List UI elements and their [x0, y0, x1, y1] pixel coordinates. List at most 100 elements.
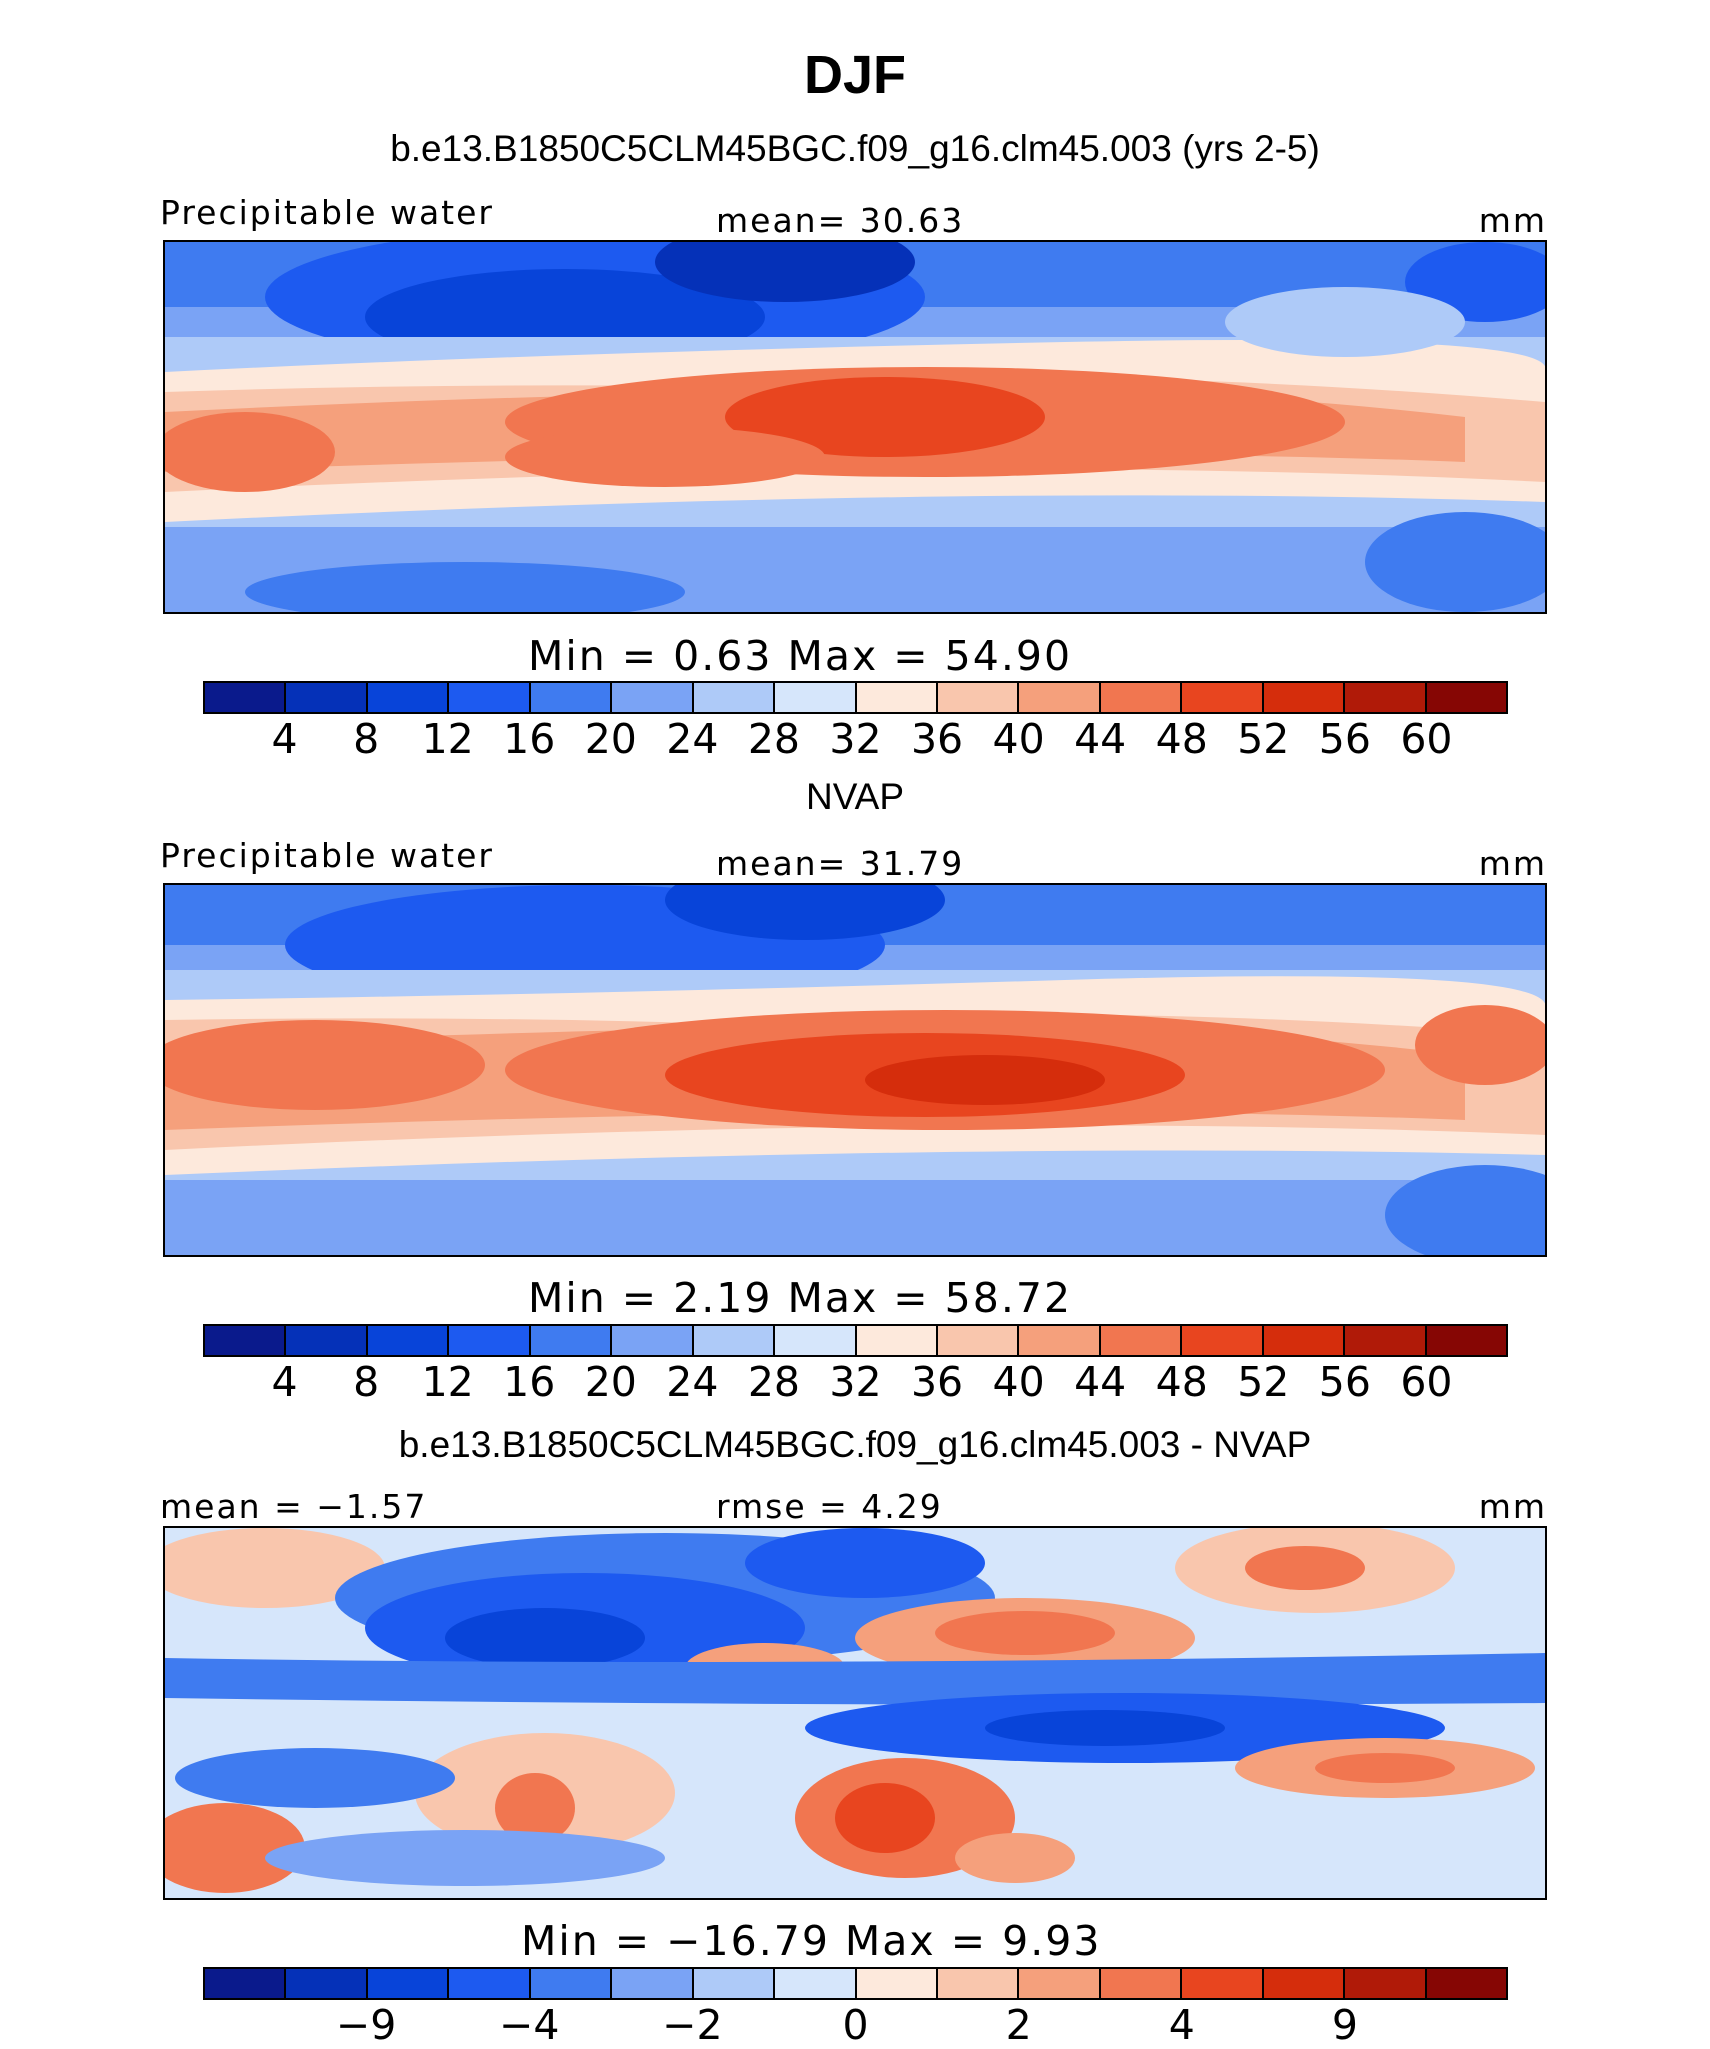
colorbar-box — [1345, 683, 1427, 712]
colorbar-box — [856, 1969, 938, 1998]
colorbar-box — [856, 683, 938, 712]
colorbar-box — [937, 1326, 1020, 1355]
panel3-rmse-label: rmse = 4.29 — [716, 1487, 943, 1526]
colorbar-box — [612, 683, 694, 712]
panel1-subtitle: b.e13.B1850C5CLM45BGC.f09_g16.clm45.003 … — [390, 128, 1320, 169]
colorbar-box — [1182, 1326, 1264, 1355]
panel3-mean-label: mean = −1.57 — [160, 1487, 428, 1526]
colorbar-tick-label: 36 — [910, 715, 964, 763]
colorbar-box — [286, 1969, 368, 1998]
panel1-minmax: Min = 0.63 Max = 54.90 — [528, 632, 1073, 680]
colorbar-tick-label: 0 — [842, 2001, 869, 2049]
colorbar-tick-label: 4 — [271, 715, 298, 763]
colorbar-tick-label: 28 — [747, 1358, 801, 1406]
colorbar-box — [775, 1326, 857, 1355]
figure-title: DJF — [803, 45, 906, 105]
colorbar-box — [1426, 683, 1506, 712]
colorbar-tick-label: 44 — [1074, 1358, 1127, 1406]
panel3-subtitle: b.e13.B1850C5CLM45BGC.f09_g16.clm45.003 … — [398, 1424, 1312, 1465]
colorbar-tick-label: 8 — [353, 715, 380, 763]
colorbar-box — [449, 1969, 531, 1998]
colorbar-box — [1426, 1326, 1506, 1355]
colorbar-tick-label: 16 — [503, 715, 556, 763]
colorbar-tick-label: 20 — [584, 715, 637, 763]
colorbar-box — [1263, 1326, 1346, 1355]
panel2-minmax: Min = 2.19 Max = 58.72 — [528, 1274, 1073, 1322]
colorbar-box — [693, 1326, 776, 1355]
colorbar-box — [1263, 1969, 1346, 1998]
colorbar-box — [530, 683, 613, 712]
colorbar-tick-label: 40 — [992, 1358, 1045, 1406]
colorbar-tick-label: 24 — [666, 1358, 719, 1406]
colorbar-tick-label: 28 — [747, 715, 801, 763]
colorbar-tick-label: 24 — [666, 715, 719, 763]
colorbar-box — [775, 1969, 857, 1998]
colorbar-tick-label: 40 — [992, 715, 1045, 763]
colorbar-box — [530, 1969, 613, 1998]
colorbar-tick-label: 32 — [829, 715, 882, 763]
colorbar-box — [1182, 683, 1264, 712]
panel2-mean-label: mean= 31.79 — [716, 844, 965, 883]
colorbar-tick-label: 12 — [421, 1358, 474, 1406]
panel2-units: mm — [1478, 844, 1547, 883]
colorbar-box — [612, 1326, 694, 1355]
colorbar-tick-label: 12 — [421, 715, 474, 763]
colorbar-box — [1100, 1969, 1183, 1998]
colorbar-box — [1019, 683, 1101, 712]
colorbar-box — [286, 683, 368, 712]
panel2-colorbar — [203, 1324, 1508, 1357]
colorbar-tick-label: 2 — [1005, 2001, 1032, 2049]
panel3-minmax: Min = −16.79 Max = 9.93 — [521, 1917, 1102, 1965]
colorbar-box — [449, 683, 531, 712]
colorbar-box — [367, 1969, 450, 1998]
panel3-colorbar — [203, 1967, 1508, 2000]
colorbar-tick-label: 4 — [271, 1358, 298, 1406]
colorbar-box — [205, 683, 287, 712]
panel2-map — [163, 883, 1547, 1257]
colorbar-box — [693, 683, 776, 712]
panel1-map — [163, 240, 1547, 614]
colorbar-box — [1019, 1326, 1101, 1355]
colorbar-tick-label: 60 — [1400, 1358, 1453, 1406]
colorbar-tick-label: 48 — [1155, 715, 1208, 763]
colorbar-box — [612, 1969, 694, 1998]
panel1-units: mm — [1478, 201, 1547, 240]
colorbar-box — [530, 1326, 613, 1355]
colorbar-box — [856, 1326, 938, 1355]
colorbar-tick-label: 9 — [1331, 2001, 1358, 2049]
colorbar-box — [1100, 1326, 1183, 1355]
colorbar-box — [937, 1969, 1020, 1998]
colorbar-box — [693, 1969, 776, 1998]
colorbar-tick-label: 44 — [1074, 715, 1127, 763]
colorbar-tick-label: 32 — [829, 1358, 882, 1406]
colorbar-box — [1426, 1969, 1506, 1998]
colorbar-box — [205, 1326, 287, 1355]
panel1-left-label: Precipitable water — [160, 193, 494, 232]
colorbar-tick-label: 56 — [1318, 715, 1371, 763]
colorbar-tick-label: 52 — [1237, 1358, 1290, 1406]
colorbar-box — [449, 1326, 531, 1355]
colorbar-box — [1263, 683, 1346, 712]
colorbar-box — [775, 683, 857, 712]
colorbar-tick-label: −9 — [335, 2001, 397, 2049]
colorbar-tick-label: −4 — [499, 2001, 560, 2049]
panel2-subtitle: NVAP — [805, 776, 904, 817]
panel3-units: mm — [1478, 1487, 1547, 1526]
colorbar-box — [367, 683, 450, 712]
colorbar-box — [286, 1326, 368, 1355]
colorbar-tick-label: 56 — [1318, 1358, 1371, 1406]
panel1-colorbar — [203, 681, 1508, 714]
colorbar-tick-label: 8 — [353, 1358, 380, 1406]
colorbar-tick-label: 16 — [503, 1358, 556, 1406]
colorbar-box — [205, 1969, 287, 1998]
colorbar-box — [367, 1326, 450, 1355]
colorbar-box — [1182, 1969, 1264, 1998]
colorbar-box — [937, 683, 1020, 712]
colorbar-tick-label: 48 — [1155, 1358, 1208, 1406]
colorbar-box — [1345, 1326, 1427, 1355]
colorbar-tick-label: 20 — [584, 1358, 637, 1406]
colorbar-box — [1019, 1969, 1101, 1998]
colorbar-tick-label: −2 — [662, 2001, 723, 2049]
colorbar-box — [1100, 683, 1183, 712]
colorbar-tick-label: 60 — [1400, 715, 1453, 763]
